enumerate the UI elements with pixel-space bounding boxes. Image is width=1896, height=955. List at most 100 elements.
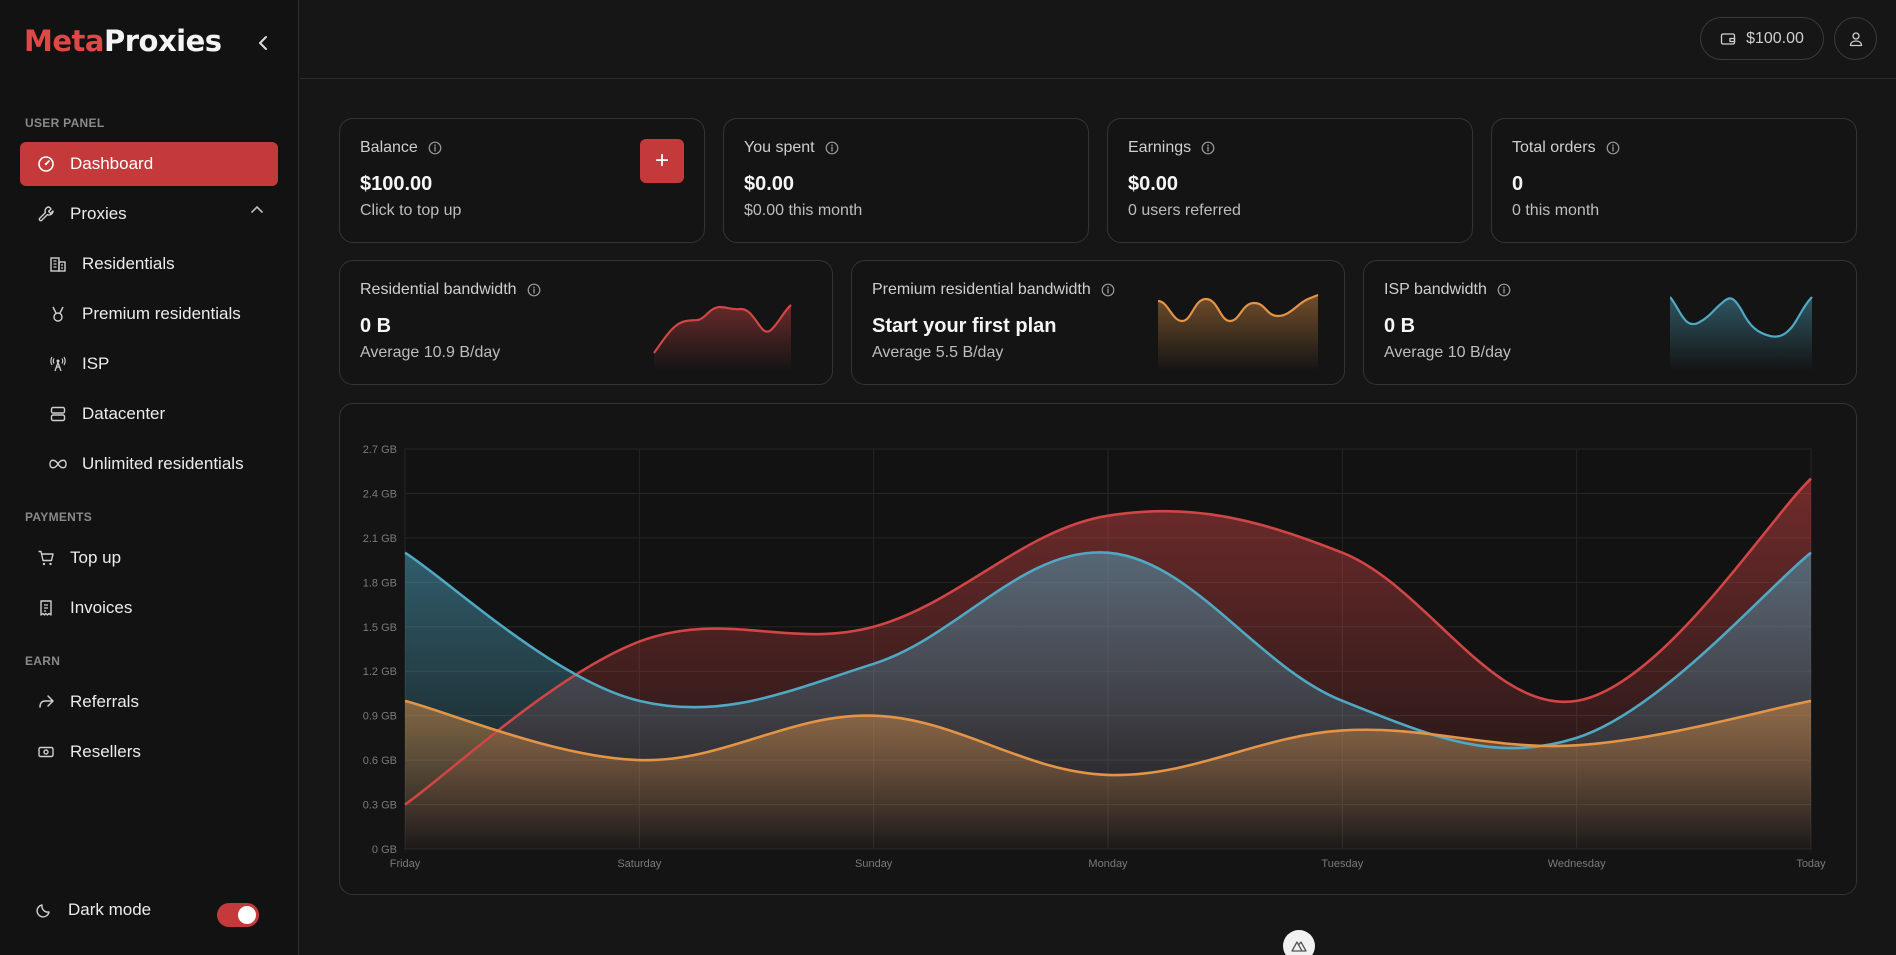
logo[interactable]: MetaProxies <box>24 24 222 58</box>
card-label: You spent <box>744 139 815 156</box>
share-arrow-icon <box>36 692 56 712</box>
sidebar-item-residentials[interactable]: Residentials <box>32 242 278 286</box>
card-value: 0 B <box>360 315 392 337</box>
sidebar-item-label: Resellers <box>70 742 141 761</box>
card-value: $0.00 <box>744 173 795 195</box>
x-tick-label: Today <box>1796 858 1826 870</box>
info-icon[interactable] <box>1201 141 1215 155</box>
user-icon <box>1849 31 1862 46</box>
card-label: Residential bandwidth <box>360 281 517 298</box>
toggle-knob <box>238 906 256 924</box>
wallet-balance: $100.00 <box>1746 29 1804 47</box>
wallet-balance-button[interactable]: $100.00 <box>1700 17 1824 60</box>
card-subtext: 0 this month <box>1512 202 1600 219</box>
info-icon[interactable] <box>527 283 541 297</box>
card-subtext: Average 5.5 B/day <box>872 344 1004 361</box>
sidebar-item-label: Referrals <box>70 692 139 711</box>
x-tick-label: Monday <box>1088 858 1128 870</box>
usage-chart-card: 0 GB 0.3 GB 0.6 GB 0.9 GB 1.2 GB 1.5 GB 1.8 GB… <box>339 403 1857 895</box>
residential-bandwidth-card: Residential bandwidth 0 B Average 10.9 B… <box>339 260 833 385</box>
infinity-icon <box>48 454 68 474</box>
card-subtext: Click to top up <box>360 202 462 219</box>
premium-sparkline <box>1158 293 1319 371</box>
banknote-icon <box>36 742 56 762</box>
y-tick-label: 2.7 GB <box>363 444 397 456</box>
info-icon[interactable] <box>428 141 442 155</box>
residential-sparkline <box>653 304 792 371</box>
dashboard-icon <box>36 154 56 174</box>
sidebar: MetaProxies USER PANEL Dashboard Proxies… <box>0 0 299 955</box>
section-user-panel: USER PANEL <box>25 116 105 130</box>
card-label: Balance <box>360 139 418 156</box>
balance-card[interactable]: Balance $100.00 Click to top up + <box>339 118 705 243</box>
y-tick-label: 0 GB <box>372 844 397 856</box>
sidebar-item-proxies[interactable]: Proxies <box>20 192 278 236</box>
card-label: ISP bandwidth <box>1384 281 1487 298</box>
medal-icon <box>48 304 68 324</box>
series-line <box>404 699 1812 777</box>
chevron-up-icon <box>251 205 263 213</box>
usage-chart: 0 GB 0.3 GB 0.6 GB 0.9 GB 1.2 GB 1.5 GB 1.8 GB… <box>363 444 1826 870</box>
card-subtext: Average 10.9 B/day <box>360 344 501 361</box>
wrench-icon <box>36 204 56 224</box>
x-tick-label: Saturday <box>617 858 662 870</box>
x-tick-label: Wednesday <box>1548 858 1606 870</box>
premium-bandwidth-card: Premium residential bandwidth Start your… <box>851 260 1345 385</box>
sidebar-item-dashboard[interactable]: Dashboard <box>20 142 278 186</box>
dark-mode-toggle[interactable] <box>217 903 259 927</box>
sidebar-item-label: Dashboard <box>70 154 154 173</box>
sidebar-item-referrals[interactable]: Referrals <box>20 680 278 724</box>
info-icon[interactable] <box>1101 283 1115 297</box>
y-tick-label: 0.9 GB <box>363 711 397 723</box>
sidebar-item-label: Residentials <box>82 254 175 273</box>
info-icon[interactable] <box>1606 141 1620 155</box>
buildings-icon <box>48 254 68 274</box>
sidebar-item-label: Invoices <box>70 598 133 617</box>
sidebar-item-resellers[interactable]: Resellers <box>20 730 278 774</box>
isp-bandwidth-card: ISP bandwidth 0 B Average 10 B/day <box>1363 260 1857 385</box>
y-tick-label: 1.8 GB <box>363 577 397 589</box>
receipt-icon <box>36 598 56 618</box>
y-tick-label: 2.1 GB <box>363 533 397 545</box>
antenna-icon <box>48 354 68 374</box>
y-tick-label: 0.6 GB <box>363 755 397 767</box>
card-value: $0.00 <box>1128 173 1179 195</box>
sidebar-item-label: ISP <box>82 354 110 373</box>
x-tick-label: Tuesday <box>1321 858 1363 870</box>
sidebar-item-unlimited-residentials[interactable]: Unlimited residentials <box>32 442 278 486</box>
user-menu-button[interactable] <box>1834 17 1877 60</box>
series-line <box>404 551 1812 750</box>
sidebar-item-datacenter[interactable]: Datacenter <box>32 392 278 436</box>
y-tick-label: 1.2 GB <box>363 666 397 678</box>
sidebar-item-label: Top up <box>70 548 122 567</box>
info-icon[interactable] <box>825 141 839 155</box>
sidebar-item-isp[interactable]: ISP <box>32 342 278 386</box>
isp-sparkline <box>1670 296 1813 371</box>
cart-icon <box>36 548 56 568</box>
x-tick-label: Sunday <box>855 858 893 870</box>
server-icon <box>48 404 68 424</box>
card-subtext: $0.00 this month <box>744 202 863 219</box>
sidebar-item-label: Unlimited residentials <box>82 454 244 473</box>
dark-mode-row: Dark mode <box>36 900 151 920</box>
card-value: Start your first plan <box>872 315 1057 337</box>
section-earn: EARN <box>25 654 61 668</box>
logo-part-2: Proxies <box>103 24 222 58</box>
logo-part-1: Meta <box>24 24 104 58</box>
sidebar-item-invoices[interactable]: Invoices <box>20 586 278 630</box>
info-icon[interactable] <box>1497 283 1511 297</box>
card-label: Premium residential bandwidth <box>872 281 1091 298</box>
topbar <box>300 0 1896 79</box>
sidebar-item-top-up[interactable]: Top up <box>20 536 278 580</box>
collapse-sidebar-button[interactable] <box>252 32 274 54</box>
top-up-plus-button[interactable]: + <box>640 139 684 183</box>
x-tick-label: Friday <box>390 858 421 870</box>
card-value: $100.00 <box>360 173 433 195</box>
earnings-card: Earnings $0.00 0 users referred <box>1107 118 1473 243</box>
nuxt-devtools-icon[interactable] <box>1283 930 1315 955</box>
sidebar-item-premium-residentials[interactable]: Premium residentials <box>32 292 278 336</box>
card-subtext: Average 10 B/day <box>1384 344 1511 361</box>
card-value: 0 B <box>1384 315 1416 337</box>
card-value: 0 <box>1512 173 1524 195</box>
dark-mode-label: Dark mode <box>68 900 152 919</box>
